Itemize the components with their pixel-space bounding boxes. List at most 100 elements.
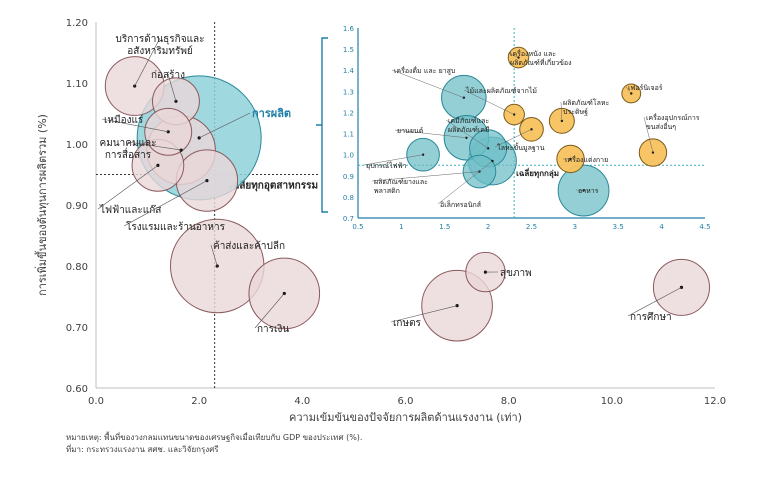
sector-label: ก่อสร้าง <box>151 69 185 81</box>
inset-group-label-line: ขนส่งอื่นๆ <box>646 122 676 131</box>
inset-group-label: อาหาร <box>578 187 599 195</box>
sector-label: โรงแรมและร้านอาหาร <box>126 220 226 233</box>
inset-leader-line <box>643 116 654 153</box>
inset-y-tick-label: 1.4 <box>343 67 355 75</box>
inset-group-label: อุปกรณ์ไฟฟ้า <box>366 161 407 170</box>
inset-leader-line <box>394 129 467 139</box>
y-tick-label: 1.00 <box>66 140 88 151</box>
y-tick-label: 1.20 <box>66 18 88 29</box>
sector-leader-line <box>627 287 682 317</box>
y-axis-label: การเพิ่มขึ้นของต้นทุนการผลิตรวม (%) <box>34 114 49 296</box>
inset-x-tick-label: 3.5 <box>613 223 624 231</box>
inset-group-label: ผลิตภัณฑ์โลหะประดิษฐ์ <box>563 98 610 116</box>
inset-group-label: ไม้และผลิตภัณฑ์จากไม้ <box>465 86 537 95</box>
x-tick-label: 4.0 <box>294 396 310 407</box>
sector-leader-line <box>97 165 159 210</box>
inset-group-label-line: ผลิตภัณฑ์โลหะ <box>563 98 610 107</box>
sector-label: ค้าส่งและค้าปลีก <box>213 240 285 252</box>
y-tick-label: 0.80 <box>66 262 88 273</box>
inset-group-label-line: เครื่องอุปกรณ์การ <box>646 113 700 122</box>
sector-label: การผลิต <box>252 107 291 120</box>
sector-leader-line <box>134 37 161 87</box>
inset-group-label-line: ประดิษฐ์ <box>563 108 588 116</box>
sector-leader-line <box>167 73 177 102</box>
sector-leader-line <box>123 180 208 227</box>
inset-group-label-line: เคมีภัณฑ์และ <box>448 117 489 125</box>
inset-group-label: เครื่องหนัง และผลิตภัณฑ์ที่เกี่ยวข้อง <box>510 49 572 67</box>
inset-leader-line <box>391 69 464 98</box>
inset-x-tick-label: 0.5 <box>352 223 363 231</box>
inset-group-label: เฟอร์นิเจอร์ <box>628 84 663 92</box>
inset-leader-line <box>371 171 480 182</box>
reference-line-label: เฉลี่ยทุกอุตสาหกรรม <box>229 178 318 192</box>
sector-label-line: อสังหาริมทรัพย์ <box>127 45 193 57</box>
sector-point <box>197 136 201 140</box>
inset-x-tick-label: 3 <box>573 223 577 231</box>
x-axis-label: ความเข้มข้นของปัจจัยการผลิตด้านแรงงาน (เ… <box>289 411 522 424</box>
inset-leader-line <box>363 154 424 166</box>
sector-leader-line <box>254 293 285 329</box>
sector-label: การศึกษา <box>630 311 672 323</box>
sector-leader-line <box>101 118 169 133</box>
sector-label: ไฟฟ้าและแก๊ส <box>99 204 161 216</box>
inset-x-tick-label: 4.5 <box>699 223 710 231</box>
inset-group-label: อิเล็กทรอนิกส์ <box>440 200 482 209</box>
sector-label-line: บริการด้านธุรกิจและ <box>115 33 204 45</box>
sector-label: บริการด้านธุรกิจและอสังหาริมทรัพย์ <box>115 33 204 57</box>
inset-y-tick-label: 1.0 <box>343 152 354 160</box>
inset-group-label-line: ผลิตภัณฑ์ยางและ <box>374 178 428 186</box>
inset-group-label: เครื่องดื่ม และ ยาสูบ <box>394 66 455 75</box>
sector-label: การเงิน <box>257 324 289 335</box>
inset-leader-line <box>560 101 563 121</box>
y-tick-label: 0.60 <box>66 384 88 395</box>
inset-y-tick-label: 0.7 <box>343 215 354 223</box>
inset-leader-line <box>437 160 493 205</box>
inset-group-label: เครื่องอุปกรณ์การขนส่งอื่นๆ <box>646 113 700 131</box>
inset-group-label-line: ผลิตภัณฑ์เคมี <box>448 126 490 134</box>
inset-y-tick-label: 0.8 <box>343 194 354 202</box>
inset-x-tick-label: 2.5 <box>526 223 537 231</box>
x-tick-label: 6.0 <box>398 396 414 407</box>
sector-leader-line <box>390 305 458 323</box>
inset-y-tick-label: 1.5 <box>343 46 354 54</box>
source-note: ที่มา: กระทรวงแรงงาน สศช. และวิจัยกรุงศร… <box>66 445 219 454</box>
inset-x-tick-label: 4 <box>659 223 664 231</box>
inset-x-tick-label: 1.5 <box>439 223 450 231</box>
inset-leader-line <box>445 119 489 149</box>
inset-y-tick-label: 1.6 <box>343 25 355 33</box>
x-tick-label: 2.0 <box>191 396 207 407</box>
sector-label-line: การสื่อสาร <box>105 147 152 161</box>
inset-group-label: โลหะขั้นมูลฐาน <box>497 141 545 152</box>
x-tick-label: 8.0 <box>501 396 517 407</box>
remark-note: หมายเหตุ: พื้นที่ของวงกลมแทนขนาดของเศรษฐ… <box>66 433 363 442</box>
inset-y-tick-label: 1.2 <box>343 109 354 117</box>
sector-leader-line <box>199 112 251 139</box>
inset-y-tick-label: 1.3 <box>343 88 354 96</box>
sector-label: เหมืองแร่ <box>104 114 144 126</box>
inset-bracket <box>316 37 328 213</box>
inset-y-tick-label: 0.9 <box>343 173 354 181</box>
sector-leader-line <box>127 141 182 151</box>
inset-leader-line <box>575 189 584 191</box>
bubble-chart: 0.0 2.0 4.0 6.0 8.0 10.0 12.0 0.60 0.70 0.80 0.90 1… <box>34 18 726 424</box>
inset-group-label-line: พลาสติก <box>374 187 400 195</box>
y-tick-label: 0.70 <box>66 323 88 334</box>
sector-label: คมนาคมและการสื่อสาร <box>100 138 157 161</box>
x-tick-label: 10.0 <box>601 396 623 407</box>
inset-x-tick-label: 1 <box>399 223 403 231</box>
inset-leader-line <box>507 52 519 58</box>
inset-leader-line <box>494 129 532 148</box>
y-tick-label: 0.90 <box>66 201 88 212</box>
inset-leader-line <box>463 89 515 115</box>
y-tick-label: 1.10 <box>66 79 88 90</box>
inset-x-tick-label: 2 <box>486 223 490 231</box>
inset-y-tick-label: 1.1 <box>343 131 354 139</box>
inset-group-label-line: เครื่องหนัง และ <box>510 49 556 58</box>
inset-group-label: เคมีภัณฑ์และผลิตภัณฑ์เคมี <box>448 117 490 134</box>
inset-group-label: ยานยนต์ <box>397 127 424 135</box>
x-tick-label: 12.0 <box>704 396 726 407</box>
inset-group-label: ผลิตภัณฑ์ยางและพลาสติก <box>374 178 428 195</box>
sector-leader-line <box>210 244 218 267</box>
x-tick-label: 0.0 <box>88 396 104 407</box>
